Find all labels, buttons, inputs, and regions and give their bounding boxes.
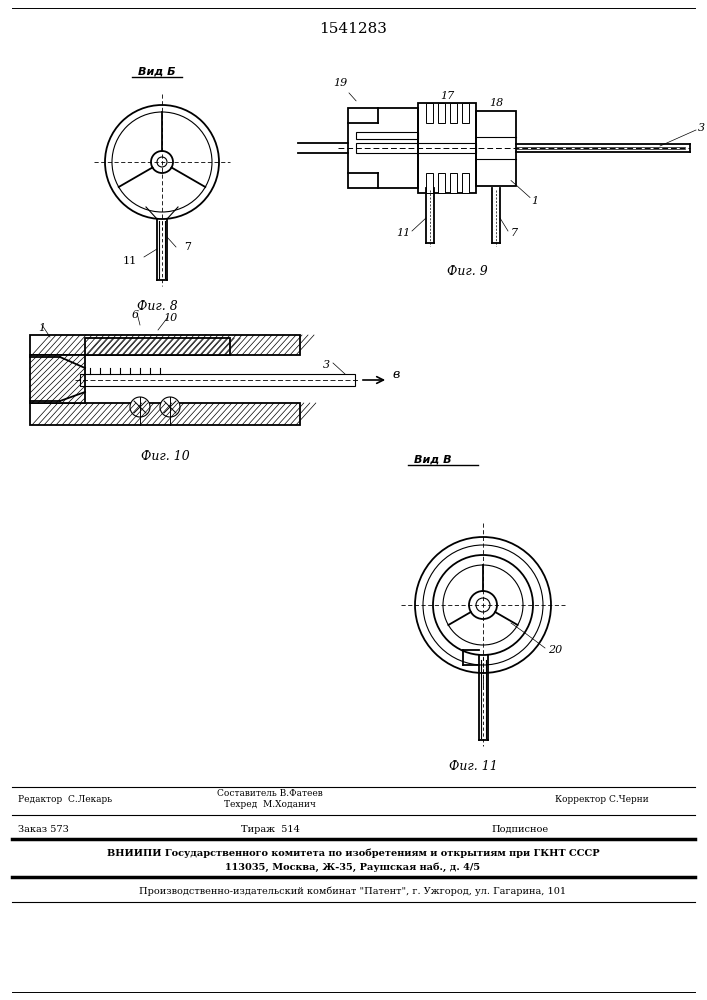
Bar	[80, 374, 355, 386]
Text: 6: 6	[132, 310, 139, 320]
Bar	[462, 173, 469, 193]
Bar	[348, 108, 418, 188]
Bar	[356, 132, 418, 139]
Text: Фиг. 8: Фиг. 8	[136, 300, 177, 313]
Text: Подписное: Подписное	[491, 825, 549, 834]
Bar	[30, 403, 300, 425]
Text: Техред  М.Ходанич: Техред М.Ходанич	[224, 800, 316, 809]
Text: 113035, Москва, Ж-35, Раушская наб., д. 4/5: 113035, Москва, Ж-35, Раушская наб., д. …	[226, 862, 481, 872]
Text: Производственно-издательский комбинат "Патент", г. Ужгород, ул. Гагарина, 101: Производственно-издательский комбинат "П…	[139, 887, 566, 896]
Text: 3: 3	[698, 123, 705, 133]
Bar	[450, 173, 457, 193]
Text: Фиг. 9: Фиг. 9	[447, 265, 487, 278]
Bar	[418, 103, 476, 193]
Text: Составитель В.Фатеев: Составитель В.Фатеев	[217, 789, 323, 798]
Text: Фиг. 11: Фиг. 11	[449, 760, 498, 773]
Text: 1: 1	[38, 323, 45, 333]
Text: ВНИИПИ Государственного комитета по изобретениям и открытиям при ГКНТ СССР: ВНИИПИ Государственного комитета по изоб…	[107, 849, 600, 858]
Bar	[30, 355, 85, 403]
Text: Редактор  С.Лекарь: Редактор С.Лекарь	[18, 795, 112, 804]
Text: в: в	[392, 368, 399, 381]
Bar	[30, 335, 300, 355]
Bar	[438, 103, 445, 123]
Text: 11: 11	[123, 256, 137, 266]
Circle shape	[160, 397, 180, 417]
Bar	[426, 103, 433, 123]
Text: 11: 11	[396, 228, 410, 238]
Circle shape	[130, 397, 150, 417]
Text: 18: 18	[489, 99, 503, 108]
Text: Фиг. 10: Фиг. 10	[141, 450, 189, 463]
Bar	[462, 103, 469, 123]
Text: Вид Б: Вид Б	[138, 67, 176, 77]
Text: Вид В: Вид В	[414, 455, 452, 465]
Text: Заказ 573: Заказ 573	[18, 825, 69, 834]
Text: 1541283: 1541283	[319, 22, 387, 36]
Bar	[356, 143, 476, 153]
Text: Тираж  514: Тираж 514	[240, 825, 300, 834]
Bar	[450, 103, 457, 123]
Bar	[426, 173, 433, 193]
Bar	[438, 173, 445, 193]
Text: 7: 7	[184, 242, 191, 252]
Text: 19: 19	[333, 78, 356, 101]
Bar	[85, 338, 230, 355]
Text: Корректор С.Черни: Корректор С.Черни	[555, 795, 649, 804]
Bar	[476, 110, 516, 186]
Text: 10: 10	[163, 313, 177, 323]
Text: 7: 7	[511, 228, 518, 238]
Text: 20: 20	[548, 645, 562, 655]
Text: 3: 3	[323, 360, 330, 370]
Text: 17: 17	[440, 91, 454, 101]
Text: 1: 1	[531, 196, 538, 206]
